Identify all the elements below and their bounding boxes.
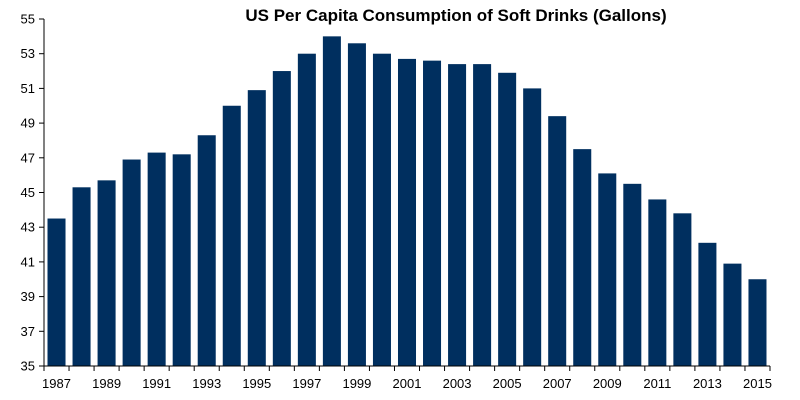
y-tick-label: 53 (21, 46, 35, 61)
y-axis-ticks: 35 37 39 41 43 45 47 49 51 53 55 (21, 12, 44, 374)
bar-2009 (598, 173, 617, 366)
y-tick-label: 47 (21, 150, 35, 165)
bar-1996 (272, 71, 291, 367)
x-tick-label: 2015 (743, 376, 772, 391)
bar-1988 (72, 187, 91, 366)
bars-group (47, 36, 767, 367)
bar-2006 (523, 88, 542, 367)
bar-2004 (473, 64, 492, 367)
y-tick-label: 51 (21, 81, 35, 96)
x-axis-ticks: 1987 1989 1991 1993 1995 1997 1999 2001 2003 2005… (42, 366, 772, 391)
bar-2008 (573, 149, 592, 367)
x-tick-label: 1989 (92, 376, 121, 391)
y-tick-label: 37 (21, 324, 35, 339)
x-tick-label: 1993 (192, 376, 221, 391)
bar-2011 (648, 199, 667, 366)
y-tick-label: 43 (21, 220, 35, 235)
x-tick-label: 2011 (643, 376, 671, 391)
y-tick-label: 45 (21, 185, 35, 200)
bar-1992 (172, 154, 191, 366)
y-tick-label: 55 (21, 12, 35, 27)
bar-2000 (372, 53, 391, 366)
bar-1989 (97, 180, 116, 366)
x-tick-label: 2001 (393, 376, 422, 391)
bar-1993 (197, 135, 216, 366)
bar-1998 (322, 36, 341, 366)
y-tick-label: 35 (21, 359, 35, 374)
x-tick-label: 2005 (493, 376, 522, 391)
bar-1999 (347, 43, 366, 366)
bar-2015 (748, 279, 767, 366)
bar-1997 (297, 53, 316, 366)
bar-2010 (623, 183, 642, 366)
bar-1994 (222, 105, 241, 366)
bar-1990 (122, 159, 141, 366)
x-tick-label: 1987 (42, 376, 71, 391)
x-tick-label: 1995 (242, 376, 271, 391)
bar-1987 (47, 218, 66, 366)
x-tick-label: 2009 (593, 376, 622, 391)
bar-2013 (698, 242, 717, 366)
bar-2003 (448, 64, 467, 367)
bar-2007 (548, 116, 567, 366)
y-tick-label: 39 (21, 289, 35, 304)
x-tick-label: 1997 (292, 376, 321, 391)
x-tick-label: 1999 (342, 376, 371, 391)
x-tick-label: 2013 (693, 376, 722, 391)
y-tick-label: 41 (21, 254, 35, 269)
bar-1995 (247, 90, 266, 366)
chart-title: US Per Capita Consumption of Soft Drinks… (245, 6, 666, 25)
bar-2001 (397, 58, 417, 367)
x-tick-label: 1991 (142, 376, 171, 391)
bar-2005 (498, 72, 517, 366)
y-tick-label: 49 (21, 116, 35, 131)
x-tick-label: 2007 (543, 376, 572, 391)
bar-2002 (423, 60, 442, 366)
bar-2014 (723, 263, 742, 366)
bar-2012 (673, 213, 692, 366)
x-tick-label: 2003 (443, 376, 472, 391)
bar-1991 (147, 152, 166, 366)
